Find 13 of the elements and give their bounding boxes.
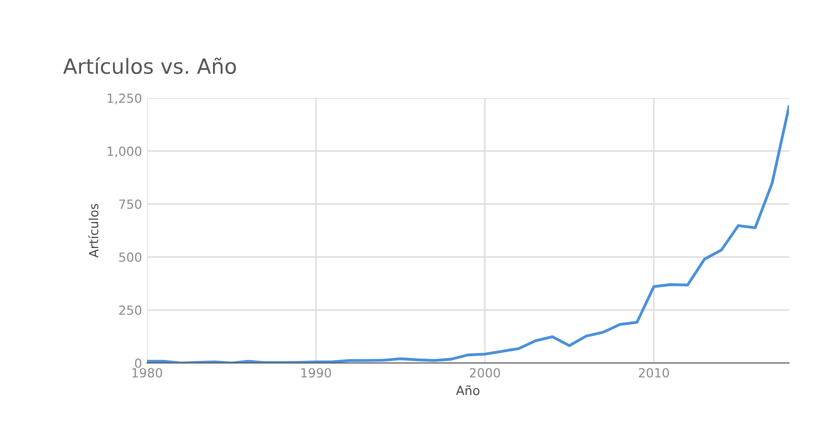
y-tick-label: 500 <box>119 252 142 262</box>
y-tick-label: 750 <box>119 199 142 209</box>
y-tick-label: 1,250 <box>108 93 142 104</box>
x-tick-label: 2010 <box>638 368 669 378</box>
chart-title: Artículos vs. Año <box>63 57 236 74</box>
y-axis-title: Artículos <box>88 204 98 258</box>
x-tick-label: 2000 <box>470 368 500 378</box>
y-tick-label: 250 <box>119 305 142 315</box>
x-tick-label: 1980 <box>132 368 162 378</box>
y-tick-label: 0 <box>135 358 142 368</box>
x-tick-label: 1990 <box>301 368 332 378</box>
x-axis-title: Año <box>456 385 480 396</box>
y-tick-label: 1,000 <box>108 146 142 158</box>
